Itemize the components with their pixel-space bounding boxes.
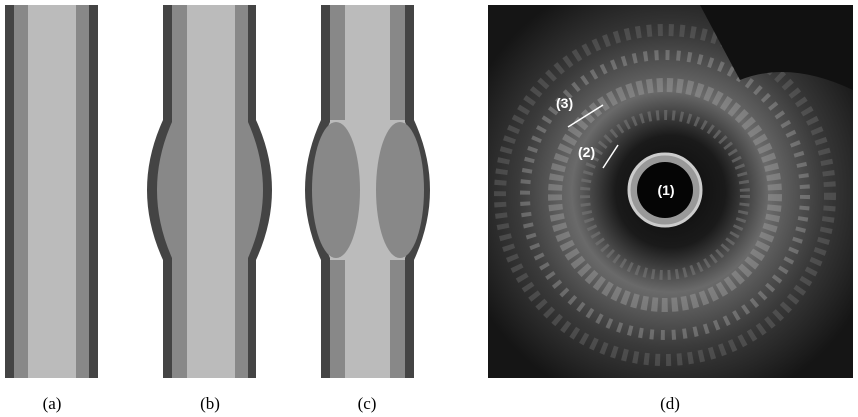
panel-label: (d): [660, 394, 680, 413]
figure: (1) (2) (3) (a) (b) (c) (d): [0, 0, 858, 417]
annotation: (2): [578, 144, 595, 160]
annotation: (3): [556, 95, 573, 111]
panel-label: (c): [358, 394, 377, 413]
ultrasound-image: (1) (2) (3): [488, 5, 853, 378]
annotation: (1): [657, 182, 674, 198]
vessel-remodelled: [147, 5, 272, 378]
vessel-normal: [5, 5, 98, 378]
panel-label: (b): [200, 394, 220, 413]
panel-label: (a): [43, 394, 62, 413]
vessel-plaque: [305, 5, 430, 378]
